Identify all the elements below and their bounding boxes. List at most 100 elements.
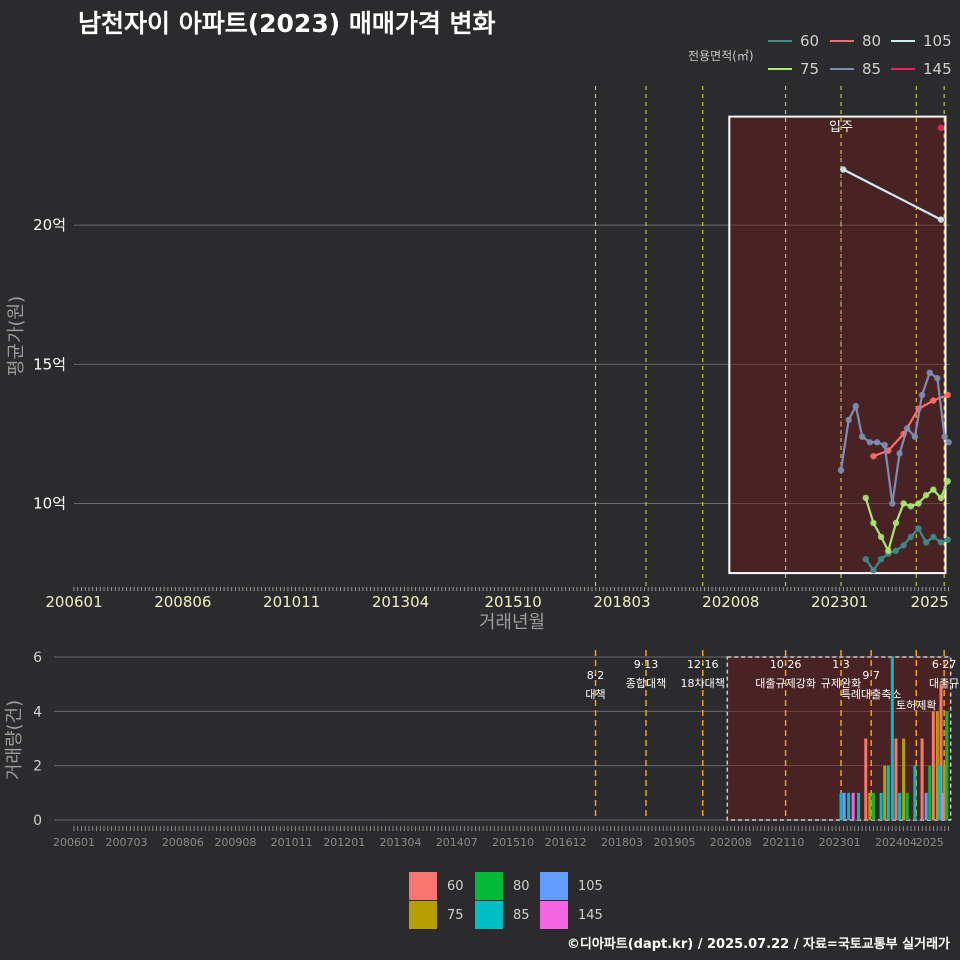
volume-x-tick-label: 2025	[916, 836, 944, 849]
volume-bar-60	[931, 711, 935, 820]
policy-date-label: 8·2	[587, 669, 605, 682]
bar-legend-label: 85	[513, 907, 530, 923]
volume-bar-60	[920, 738, 924, 820]
price-point-75	[930, 486, 937, 493]
price-point-85	[889, 500, 896, 507]
price-y-tick-label: 10억	[33, 495, 66, 513]
price-y-tick-label: 15억	[33, 355, 66, 373]
volume-bar-80	[905, 792, 909, 820]
bar-legend-item-85: 85	[475, 901, 530, 929]
volume-bar-85	[879, 792, 883, 820]
legend-item-105: 105	[891, 31, 952, 51]
price-point-85	[934, 375, 941, 382]
legend-item-85: 85	[830, 59, 881, 79]
volume-bar-105	[842, 792, 846, 820]
legend-swatch	[768, 40, 792, 42]
price-point-75	[885, 547, 892, 555]
volume-bar-60	[864, 738, 868, 820]
price-y-axis-title: 평균가(원)	[6, 296, 27, 376]
bar-legend-swatch	[540, 901, 568, 929]
bar-legend-swatch	[409, 872, 437, 900]
price-x-tick-label: 201803	[593, 593, 650, 611]
legend-label: 85	[862, 60, 882, 78]
volume-y-tick-label: 0	[33, 813, 42, 829]
price-point-85	[837, 466, 845, 474]
volume-x-tick-label: 202008	[710, 836, 752, 849]
volume-x-tick-label: 201510	[492, 836, 534, 849]
price-point-85	[926, 369, 933, 376]
price-point-60	[930, 533, 937, 541]
bar-legend-item-60: 60	[409, 872, 464, 900]
volume-x-tick-label: 201407	[436, 836, 478, 849]
bar-legend-label: 145	[578, 907, 603, 923]
price-point-85	[941, 433, 948, 440]
price-point-85	[866, 439, 874, 446]
bar-legend-swatch	[409, 901, 437, 929]
policy-name-label: 규제완화	[821, 677, 861, 690]
volume-x-tick-label: 201011	[271, 836, 313, 849]
volume-x-tick-label: 201803	[601, 836, 643, 849]
legend-swatch	[830, 40, 854, 42]
price-point-85	[911, 433, 919, 440]
price-point-105	[937, 216, 945, 223]
volume-bar-75	[883, 765, 887, 820]
volume-bar-85	[890, 657, 894, 820]
price-y-tick-label: 20억	[33, 216, 66, 234]
policy-name-label: 대책	[585, 688, 605, 701]
move-in-annotation: 입주	[829, 120, 853, 135]
price-point-60	[862, 555, 869, 563]
price-point-75	[877, 533, 885, 541]
bar-legend-label: 60	[447, 878, 464, 894]
volume-bar-60	[894, 738, 898, 820]
policy-date-label: 12·16	[687, 658, 719, 671]
volume-y-tick-label: 6	[33, 650, 42, 666]
bar-legend-swatch	[540, 872, 568, 900]
price-point-75	[892, 519, 900, 527]
volume-bar-85	[938, 765, 942, 820]
volume-x-tick-label: 201304	[380, 836, 422, 849]
bar-legend-swatch	[475, 872, 503, 900]
policy-date-label: 6·27	[932, 658, 957, 671]
legend-item-60: 60	[768, 31, 819, 51]
price-point-60	[937, 539, 945, 546]
policy-name-label: 종합대책	[626, 677, 666, 690]
policy-date-label: 1·3	[832, 658, 850, 671]
volume-x-tick-label: 201905	[654, 836, 696, 849]
volume-bar-75	[868, 792, 872, 820]
price-point-75	[915, 500, 922, 507]
legend-label: 75	[800, 60, 820, 78]
price-point-85	[858, 433, 866, 440]
price-point-75	[862, 494, 869, 502]
bar-legend-label: 75	[447, 907, 464, 923]
price-point-80	[944, 391, 951, 399]
volume-x-tick-label: 201201	[323, 836, 365, 849]
legend-label: 60	[800, 32, 820, 50]
price-point-80	[930, 397, 937, 404]
volume-y-axis-title: 거래량(건)	[4, 700, 25, 780]
legend-item-80: 80	[830, 31, 881, 51]
volume-bar-75	[943, 765, 947, 820]
price-x-tick-label: 201011	[263, 593, 320, 611]
price-point-75	[937, 494, 945, 502]
bar-legend-item-145: 145	[540, 901, 603, 929]
volume-bar-85	[839, 792, 843, 820]
price-point-75	[900, 500, 907, 507]
price-point-60	[907, 533, 915, 541]
legend-label: 145	[923, 60, 952, 78]
legend-title: 전용면적(㎡)	[688, 49, 754, 63]
volume-bar-85	[886, 765, 890, 820]
volume-y-tick-label: 2	[33, 759, 42, 775]
bar-legend-label: 105	[578, 878, 603, 894]
volume-bar-75	[935, 711, 939, 820]
price-point-85	[845, 416, 852, 424]
volume-bar-85	[898, 792, 902, 820]
price-point-75	[907, 503, 915, 510]
price-point-85	[945, 439, 952, 446]
price-x-tick-label: 200601	[45, 593, 102, 611]
price-series-line-105	[842, 168, 942, 221]
policy-date-label: 9·7	[862, 669, 880, 682]
bar-legend-item-75: 75	[409, 901, 464, 929]
policy-name-label: 토허제확	[896, 699, 936, 712]
price-x-tick-label: 201510	[484, 593, 541, 611]
